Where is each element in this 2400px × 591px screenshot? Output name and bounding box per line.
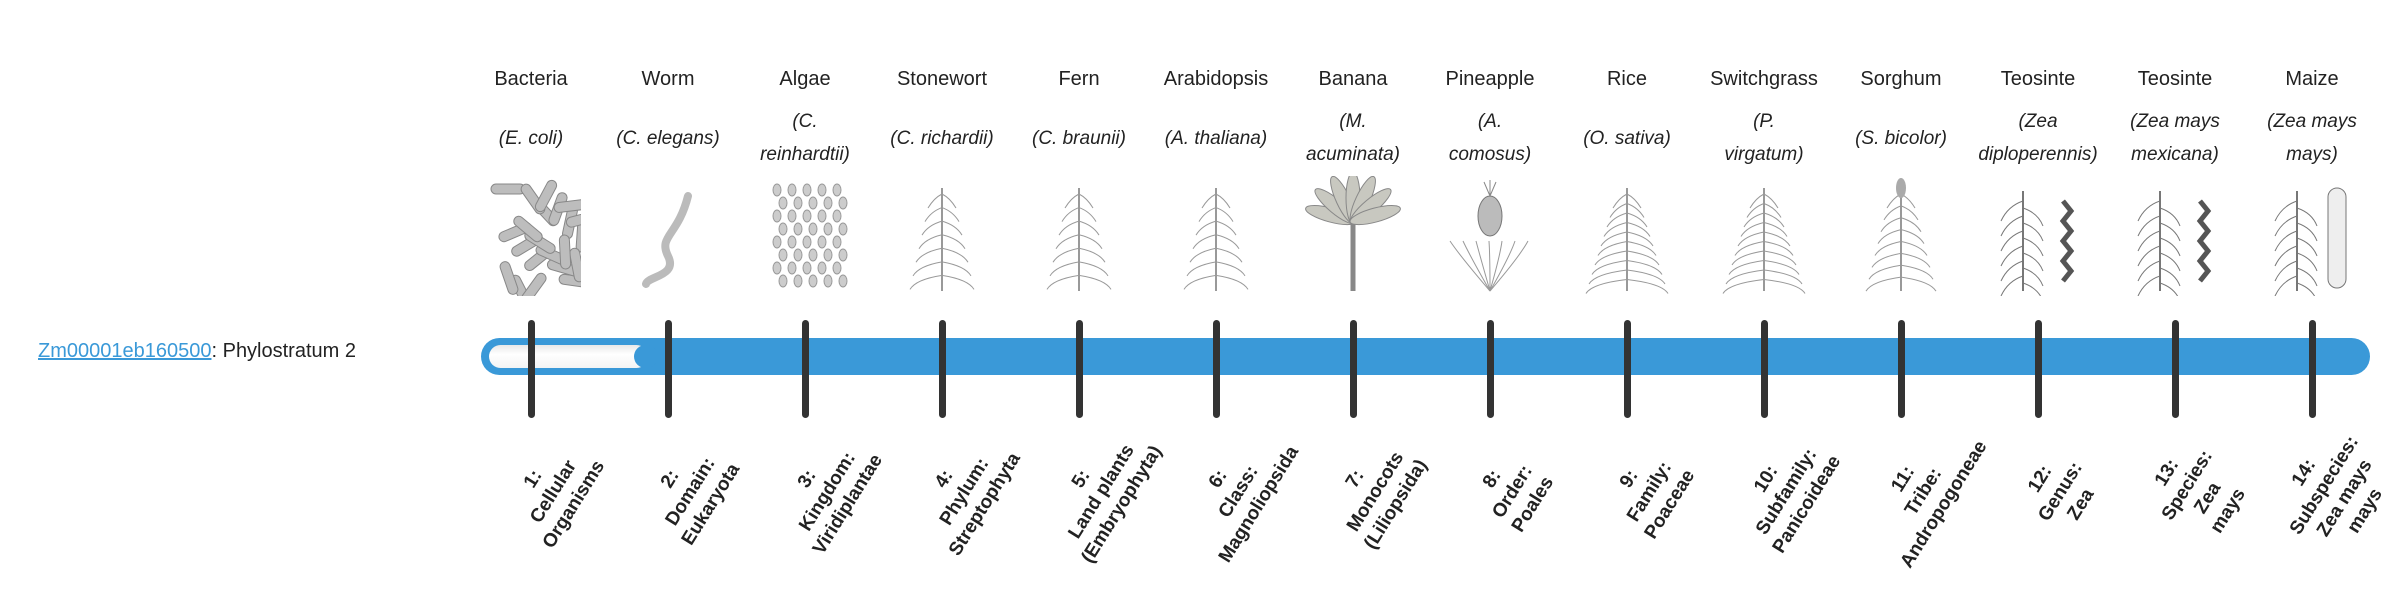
species-line: (E. coli): [498, 127, 564, 149]
species-line: mexicana): [2131, 144, 2219, 165]
species-line: comosus): [1448, 144, 1532, 165]
stratum-label: 8: Order: Poales: [1426, 393, 1601, 590]
stratum-label: 7: Monocots (Liliopsida): [1289, 393, 1464, 590]
species-line: (C. richardii): [890, 127, 994, 149]
common-name: Teosinte: [2000, 68, 2076, 90]
stratum-label: 1: Cellular Organisms: [467, 393, 642, 590]
rice-icon: [1577, 176, 1677, 296]
species-line: reinhardtii): [760, 144, 850, 165]
arabidopsis-icon: [1166, 176, 1266, 296]
progress-fill: [489, 345, 658, 368]
common-name: Sorghum: [1860, 68, 1942, 90]
stratum-tick: [802, 320, 809, 418]
species-name: (O. sativa): [1547, 102, 1707, 174]
species-line: (A.: [1477, 111, 1503, 132]
stratum-tick: [939, 320, 946, 418]
species-name: (C. reinhardtii): [725, 102, 885, 174]
algae-icon: [755, 176, 855, 296]
species-line: (C.: [792, 111, 818, 132]
species-name: (A. thaliana): [1136, 102, 1296, 174]
stratum-label: 9: Family: Poaceae: [1563, 393, 1738, 590]
common-name: Bacteria: [494, 68, 568, 90]
fern-icon: [1029, 176, 1129, 296]
phylostratum-progress-bar: [481, 338, 2370, 375]
gene-link[interactable]: Zm00001eb160500: [38, 340, 212, 362]
species-line: (P.: [1753, 111, 1775, 132]
switchgrass-icon: [1714, 176, 1814, 296]
species-name: (C. richardii): [862, 102, 1022, 174]
species-line: (C. elegans): [616, 127, 720, 149]
species-name: (Zea diploperennis): [1958, 102, 2118, 174]
species-line: diploperennis): [1978, 144, 2098, 165]
species-line: (A. thaliana): [1164, 127, 1268, 149]
common-name: Stonewort: [896, 68, 988, 90]
species-name: (P. virgatum): [1684, 102, 1844, 174]
stratum-label: 5: Land plants (Embryophyta): [1015, 393, 1190, 590]
stratum-tick: [2172, 320, 2179, 418]
maize-icon: [2262, 176, 2362, 302]
stratum-label: 6: Class: Magnoliopsida: [1152, 393, 1327, 590]
sorghum-icon: [1851, 176, 1951, 296]
species-name: (A. comosus): [1410, 102, 1570, 174]
phylostratum-text: : Phylostratum 2: [211, 340, 356, 362]
species-line: (Zea mays: [2130, 111, 2220, 132]
common-name: Algae: [779, 68, 831, 90]
common-name: Teosinte: [2137, 68, 2213, 90]
stratum-label: 3: Kingdom: Viridiplantae: [741, 393, 916, 590]
bacteria-icon: [481, 176, 601, 308]
stratum-label: 4: Phylum: Streptophyta: [878, 393, 1053, 590]
common-name: Rice: [1606, 68, 1647, 90]
species-name: (S. bicolor): [1821, 102, 1981, 174]
stratum-tick: [1487, 320, 1494, 418]
species-line: acuminata): [1306, 144, 1400, 165]
stratum-label: 12: Genus: Zea: [1974, 393, 2149, 590]
stratum-tick: [1076, 320, 1083, 418]
stratum-tick: [528, 320, 535, 418]
common-name: Pineapple: [1445, 68, 1535, 90]
species-line: (C. braunii): [1032, 127, 1126, 149]
stratum-tick: [2035, 320, 2042, 418]
stratum-tick: [1898, 320, 1905, 418]
species-line: mays): [2286, 144, 2338, 165]
species-line: (Zea mays: [2267, 111, 2357, 132]
species-name: (Zea mays mexicana): [2095, 102, 2255, 174]
stonewort-icon: [892, 176, 992, 296]
banana-icon: [1303, 171, 1403, 296]
stratum-label: 13: Species: Zea mays: [2111, 393, 2286, 590]
worm-icon: [618, 176, 718, 296]
species-name: (M. acuminata): [1273, 102, 1433, 174]
common-name: Banana: [1318, 68, 1388, 90]
stratum-tick: [1761, 320, 1768, 418]
pineapple-icon: [1440, 176, 1540, 296]
species-name: (C. braunii): [999, 102, 1159, 174]
stratum-label: 14: Subspecies: Zea mays mays: [2248, 393, 2400, 590]
species-line: (O. sativa): [1583, 127, 1671, 149]
common-name: Fern: [1058, 68, 1100, 90]
teosinte-icon: [1988, 176, 2088, 302]
species-line: virgatum): [1724, 144, 1804, 165]
common-name: Worm: [641, 68, 695, 90]
common-name: Maize: [2285, 68, 2339, 90]
species-name: (C. elegans): [588, 102, 748, 174]
teosinte-icon: [2125, 176, 2225, 302]
common-name: Switchgrass: [1710, 68, 1818, 90]
common-name: Arabidopsis: [1163, 68, 1269, 90]
stratum-label: 10: Subfamily: Panicoideae: [1700, 393, 1875, 590]
species-line: (M.: [1339, 111, 1367, 132]
stratum-tick: [1213, 320, 1220, 418]
stratum-tick: [1624, 320, 1631, 418]
species-line: (S. bicolor): [1855, 127, 1947, 149]
stratum-tick: [1350, 320, 1357, 418]
species-line: (Zea: [2018, 111, 2058, 132]
species-name: (E. coli): [451, 102, 611, 174]
stratum-tick: [665, 320, 672, 418]
gene-label: Zm00001eb160500: Phylostratum 2: [38, 340, 356, 363]
stratum-label: 11: Tribe: Andropogoneae: [1837, 393, 2012, 590]
stratum-tick: [2309, 320, 2316, 418]
species-name: (Zea mays mays): [2232, 102, 2392, 174]
stratum-label: 2: Domain: Eukaryota: [604, 393, 779, 590]
